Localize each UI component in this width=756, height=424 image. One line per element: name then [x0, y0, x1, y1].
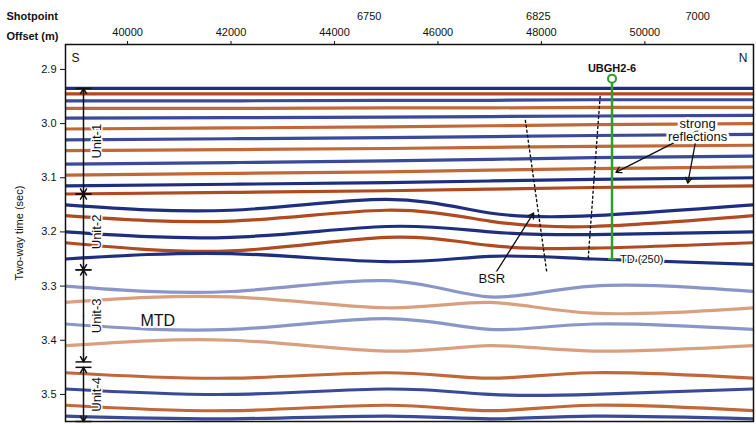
- svg-text:N: N: [739, 51, 748, 65]
- svg-text:Unit-4: Unit-4: [89, 377, 104, 412]
- svg-text:Two-way time (sec): Two-way time (sec): [13, 186, 25, 281]
- svg-text:3.5: 3.5: [41, 388, 56, 400]
- svg-text:6825: 6825: [526, 10, 550, 22]
- svg-text:BSR: BSR: [478, 271, 505, 286]
- svg-text:6750: 6750: [357, 10, 381, 22]
- svg-text:46000: 46000: [423, 26, 454, 38]
- svg-text:S: S: [72, 51, 80, 65]
- svg-text:TD (250): TD (250): [620, 253, 663, 265]
- svg-text:strongreflections: strongreflections: [668, 116, 728, 144]
- svg-text:40000: 40000: [112, 26, 143, 38]
- svg-text:UBGH2-6: UBGH2-6: [588, 62, 636, 74]
- svg-text:Unit-3: Unit-3: [89, 299, 104, 334]
- svg-text:Shotpoint: Shotpoint: [7, 10, 59, 22]
- svg-text:Unit-2: Unit-2: [89, 215, 104, 250]
- svg-text:MTD: MTD: [141, 312, 176, 329]
- svg-text:3.2: 3.2: [41, 225, 56, 237]
- svg-text:3.3: 3.3: [41, 280, 56, 292]
- svg-text:3.4: 3.4: [41, 334, 56, 346]
- svg-text:3.0: 3.0: [41, 117, 56, 129]
- svg-text:7000: 7000: [685, 10, 709, 22]
- svg-text:3.1: 3.1: [41, 171, 56, 183]
- svg-text:42000: 42000: [216, 26, 247, 38]
- svg-text:Unit-1: Unit-1: [89, 124, 104, 159]
- svg-text:Offset (m): Offset (m): [7, 30, 59, 42]
- svg-text:44000: 44000: [319, 26, 350, 38]
- svg-text:50000: 50000: [630, 26, 661, 38]
- svg-text:2.9: 2.9: [41, 63, 56, 75]
- svg-text:48000: 48000: [526, 26, 557, 38]
